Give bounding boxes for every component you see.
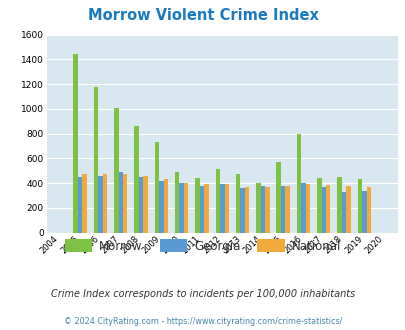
Bar <box>94 86 98 233</box>
Text: Morrow Violent Crime Index: Morrow Violent Crime Index <box>87 8 318 23</box>
Bar <box>301 183 305 233</box>
Bar <box>345 186 350 233</box>
Bar <box>139 177 143 233</box>
Bar <box>244 187 249 233</box>
Bar <box>341 192 345 233</box>
Bar <box>195 178 199 233</box>
Bar <box>134 126 139 233</box>
Bar <box>118 172 123 233</box>
Bar <box>321 187 325 233</box>
Bar <box>199 186 204 233</box>
Bar <box>260 185 264 233</box>
Bar <box>264 187 269 233</box>
Bar <box>285 186 289 233</box>
Text: Crime Index corresponds to incidents per 100,000 inhabitants: Crime Index corresponds to incidents per… <box>51 289 354 299</box>
Bar <box>305 184 309 233</box>
Bar <box>179 183 183 233</box>
Bar <box>361 191 366 233</box>
Bar <box>235 174 240 233</box>
Text: © 2024 CityRating.com - https://www.cityrating.com/crime-statistics/: © 2024 CityRating.com - https://www.city… <box>64 317 341 326</box>
Bar <box>280 186 285 233</box>
Bar <box>337 177 341 233</box>
Bar <box>154 142 159 233</box>
Bar <box>366 187 370 233</box>
Bar <box>224 184 228 233</box>
Bar <box>276 162 280 233</box>
Bar <box>325 185 330 233</box>
Bar <box>159 181 163 233</box>
Bar <box>123 175 127 233</box>
Bar <box>114 108 118 233</box>
Bar <box>143 176 147 233</box>
Bar <box>163 180 168 233</box>
Bar <box>220 184 224 233</box>
Bar <box>256 183 260 233</box>
Bar <box>240 188 244 233</box>
Legend: Morrow, Georgia, National: Morrow, Georgia, National <box>59 234 346 259</box>
Bar <box>98 176 102 233</box>
Bar <box>73 54 78 233</box>
Bar <box>204 184 208 233</box>
Bar <box>316 178 321 233</box>
Bar <box>78 177 82 233</box>
Bar <box>183 182 188 233</box>
Bar <box>215 169 220 233</box>
Bar <box>357 180 361 233</box>
Bar <box>102 175 107 233</box>
Bar <box>296 134 301 233</box>
Bar <box>82 175 87 233</box>
Bar <box>175 172 179 233</box>
